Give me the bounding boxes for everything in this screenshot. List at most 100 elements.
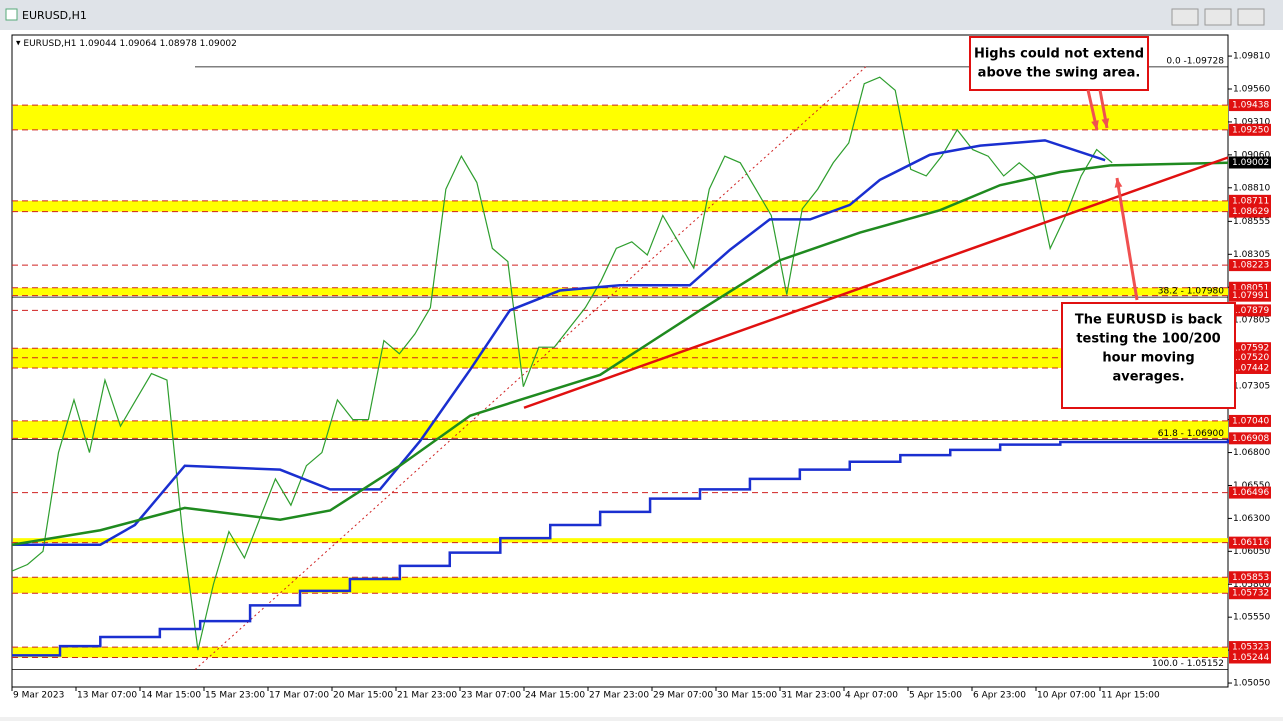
- level-tag: [1229, 641, 1271, 654]
- moving-average: [12, 439, 1230, 657]
- support-zone: [13, 200, 1228, 212]
- y-tick-label: 1.09560: [1233, 85, 1270, 95]
- moving-average: [12, 139, 1106, 546]
- maximize-button[interactable]: [1204, 8, 1232, 26]
- level-tag-label: 1.07442: [1232, 363, 1269, 373]
- x-tick-label: 10 Apr 07:00: [1037, 691, 1096, 701]
- annotation-text: testing the 100/200: [1076, 332, 1220, 347]
- x-tick-label: 11 Apr 15:00: [1101, 691, 1160, 701]
- level-tag-label: 1.08711: [1232, 196, 1269, 206]
- support-zone: [13, 577, 1228, 594]
- level-tag-label: 1.05732: [1232, 589, 1269, 599]
- annotation-box: [1061, 302, 1236, 409]
- y-tick-label: 1.09060: [1233, 150, 1270, 160]
- level-tag-label: 1.06496: [1232, 488, 1269, 498]
- support-zone: [13, 420, 1228, 439]
- level-tag-label: 1.07879: [1232, 306, 1269, 316]
- x-tick-label: 14 Mar 15:00: [141, 691, 201, 701]
- y-tick-label: 1.08305: [1233, 250, 1270, 260]
- y-tick-label: 1.07805: [1233, 316, 1270, 326]
- level-tag: [1229, 361, 1271, 374]
- level-tag-label: 1.07592: [1232, 344, 1269, 354]
- x-tick-label: 23 Mar 07:00: [461, 691, 521, 701]
- x-tick-label: 24 Mar 15:00: [525, 691, 585, 701]
- y-tick-label: 1.05050: [1233, 679, 1270, 689]
- close-button[interactable]: [1237, 8, 1265, 26]
- x-tick-label: 31 Mar 23:00: [781, 691, 841, 701]
- x-tick-label: 29 Mar 07:00: [653, 691, 713, 701]
- y-tick-label: 1.06050: [1233, 547, 1270, 557]
- level-tag-label: 1.05244: [1232, 653, 1269, 663]
- level-tag: [1229, 123, 1271, 136]
- x-tick-label: 6 Apr 23:00: [973, 691, 1026, 701]
- arrow-head: [1091, 120, 1099, 130]
- y-tick-label: 1.06300: [1233, 514, 1270, 524]
- level-tag: [1229, 536, 1271, 549]
- level-tag: [1229, 342, 1271, 355]
- x-tick-label: 17 Mar 07:00: [269, 691, 329, 701]
- level-tag: [1229, 432, 1271, 445]
- level-tag: [1229, 304, 1271, 317]
- fib-label: 61.8 - 1.06900: [1158, 429, 1224, 439]
- y-tick-label: 1.09310: [1233, 117, 1270, 127]
- support-zone: [13, 105, 1228, 130]
- annotation-text: Highs could not extend: [974, 47, 1144, 62]
- support-zone: [13, 538, 1228, 543]
- level-tag: [1229, 414, 1271, 427]
- x-tick-label: 30 Mar 15:00: [717, 691, 777, 701]
- x-tick-label: 21 Mar 23:00: [397, 691, 457, 701]
- level-tag: [1229, 587, 1271, 600]
- annotation-text: The EURUSD is back: [1075, 313, 1223, 328]
- level-tag-label: 1.06116: [1232, 538, 1269, 548]
- level-tag-label: 1.05323: [1232, 643, 1269, 653]
- level-tag-label: 1.06908: [1232, 434, 1269, 444]
- current-price-tag: [1229, 156, 1271, 169]
- y-tick-label: 1.07305: [1233, 382, 1270, 392]
- x-tick-label: 15 Mar 23:00: [205, 691, 265, 701]
- y-tick-label: 1.09810: [1233, 52, 1270, 62]
- symbol-label: ▾ EURUSD,H1 1.09044 1.09064 1.08978 1.09…: [16, 39, 237, 49]
- y-tick-label: 1.06550: [1233, 481, 1270, 491]
- annotation-text: hour moving: [1102, 351, 1194, 366]
- arrow-head: [1114, 178, 1123, 188]
- y-tick-label: 1.08555: [1233, 217, 1270, 227]
- level-tag-label: 1.07520: [1232, 353, 1269, 363]
- x-tick-label: 9 Mar 2023: [13, 691, 64, 701]
- y-tick-label: 1.06800: [1233, 448, 1270, 458]
- arrow-shaft: [1115, 177, 1139, 301]
- fib-label: 0.0 -1.09728: [1166, 56, 1224, 66]
- y-tick-label: 1.05800: [1233, 580, 1270, 590]
- trendline: [523, 156, 1229, 409]
- x-tick-label: 27 Mar 23:00: [589, 691, 649, 701]
- minimize-button[interactable]: [1171, 8, 1199, 26]
- level-tag: [1229, 571, 1271, 584]
- price-line: [11, 76, 1113, 651]
- level-tag-label: 1.07040: [1232, 416, 1269, 426]
- level-tag-label: 1.09250: [1232, 125, 1269, 135]
- level-tag-label: 1.05853: [1232, 573, 1269, 583]
- support-zone: [13, 287, 1228, 296]
- moving-average: [11, 161, 1229, 546]
- window-title: EURUSD,H1: [22, 9, 87, 22]
- support-zone: [13, 647, 1228, 658]
- level-tag: [1229, 205, 1271, 218]
- level-tag: [1229, 99, 1271, 112]
- arrow-head: [1101, 118, 1110, 128]
- title-bar: [0, 0, 1283, 30]
- level-tag: [1229, 259, 1271, 272]
- level-tag: [1229, 651, 1271, 664]
- support-zone: [13, 348, 1228, 368]
- level-tag: [1229, 194, 1271, 207]
- y-tick-label: 1.08810: [1233, 183, 1270, 193]
- level-tag-label: 1.08051: [1232, 283, 1269, 293]
- window-icon: [5, 8, 18, 21]
- level-tag: [1229, 289, 1271, 302]
- fib-label: 100.0 - 1.05152: [1152, 659, 1224, 669]
- current-price-label: 1.09002: [1232, 158, 1269, 168]
- annotation-box: [969, 36, 1149, 91]
- fib-label: 38.2 - 1.07980: [1158, 287, 1224, 297]
- level-tag-label: 1.08629: [1232, 207, 1269, 217]
- x-tick-label: 13 Mar 07:00: [77, 691, 137, 701]
